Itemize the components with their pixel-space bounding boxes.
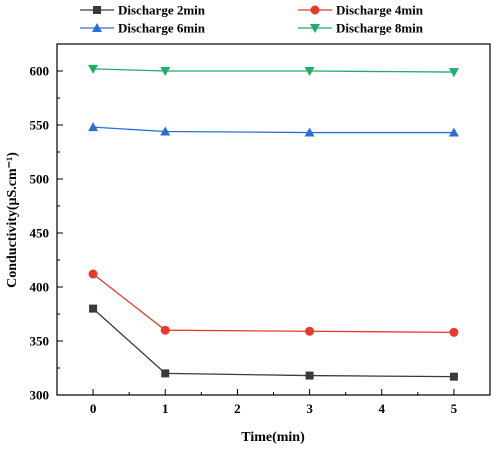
data-point: [88, 269, 98, 279]
legend-marker: [92, 23, 102, 32]
legend: Discharge 2min Discharge 4min Discharge 6m…: [80, 3, 424, 36]
x-tick-label: 3: [306, 401, 313, 416]
series-line: [93, 68, 454, 73]
legend-item: Discharge 2min: [80, 3, 206, 18]
y-tick-label: 400: [30, 280, 50, 295]
legend-marker: [93, 6, 101, 14]
series-1: [89, 304, 458, 381]
series-line: [93, 126, 454, 134]
legend-marker: [310, 24, 320, 33]
data-point: [305, 371, 314, 380]
y-tick-label: 450: [30, 226, 50, 241]
y-axis: 300 350 400 450 500 550 600: [30, 64, 63, 403]
data-point: [304, 127, 315, 137]
legend-label: Discharge 8min: [336, 21, 424, 36]
series-line: [92, 273, 454, 334]
data-point: [160, 67, 171, 76]
data-point: [449, 327, 459, 337]
data-point: [449, 372, 458, 381]
legend-label: Discharge 2min: [118, 3, 206, 18]
legend-item: Discharge 4min: [298, 3, 424, 18]
data-point: [448, 68, 459, 78]
x-axis: 0 1 2 3 4 5: [90, 389, 458, 416]
x-tick-label: 1: [162, 401, 169, 416]
data-point: [161, 369, 170, 378]
y-tick-label: 300: [30, 388, 50, 403]
data-point: [88, 64, 99, 74]
series-4: [88, 64, 459, 78]
legend-item: Discharge 8min: [298, 21, 424, 36]
legend-item: Discharge 6min: [80, 21, 206, 36]
series-3: [88, 122, 459, 137]
data-point: [448, 127, 459, 137]
series-line: [92, 308, 454, 378]
x-tick-label: 5: [451, 401, 458, 416]
legend-label: Discharge 6min: [118, 21, 206, 36]
y-tick-label: 550: [30, 118, 50, 133]
y-tick-label: 500: [30, 172, 50, 187]
series-2: [88, 269, 459, 337]
x-tick-label: 0: [90, 401, 97, 416]
x-tick-label: 2: [234, 401, 241, 416]
legend-label: Discharge 4min: [336, 3, 424, 18]
legend-marker: [310, 5, 320, 15]
data-point: [89, 304, 98, 313]
y-tick-label: 350: [30, 334, 50, 349]
data-point: [304, 67, 315, 76]
x-tick-label: 4: [379, 401, 386, 416]
y-tick-label: 600: [30, 64, 50, 79]
data-point: [160, 126, 171, 136]
data-point: [88, 122, 99, 132]
data-point: [305, 326, 315, 336]
series-layer: [88, 64, 459, 381]
data-point: [160, 325, 170, 335]
plot-frame: [56, 43, 491, 396]
y-axis-title: Conductivity(μS.cm⁻¹): [5, 152, 20, 288]
x-axis-title: Time(min): [241, 430, 305, 445]
plot-area: [56, 43, 491, 396]
